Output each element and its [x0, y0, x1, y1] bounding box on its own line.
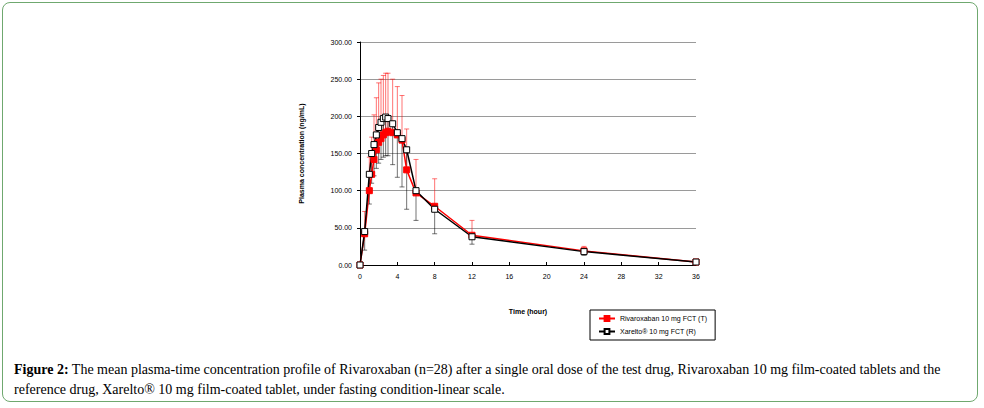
svg-text:Rivaroxaban 10 mg FCT (T): Rivaroxaban 10 mg FCT (T) — [620, 315, 707, 323]
svg-text:8: 8 — [433, 273, 437, 280]
svg-text:150.00: 150.00 — [331, 150, 353, 157]
svg-text:20: 20 — [543, 273, 551, 280]
svg-text:Xarelto® 10 mg FCT (R): Xarelto® 10 mg FCT (R) — [620, 328, 696, 336]
html-text:Figure 2: The mean plasma-time: Figure 2: The mean plasma-time concentra… — [14, 362, 941, 397]
svg-text:36: 36 — [692, 273, 700, 280]
svg-text:Plasma concentration (ng/mL): Plasma concentration (ng/mL) — [298, 103, 306, 203]
svg-text:200.00: 200.00 — [331, 113, 353, 120]
svg-text:50.00: 50.00 — [334, 224, 352, 231]
svg-text:28: 28 — [617, 273, 625, 280]
svg-text:32: 32 — [655, 273, 663, 280]
svg-text:4: 4 — [395, 273, 399, 280]
svg-text:16: 16 — [505, 273, 513, 280]
svg-text:24: 24 — [580, 273, 588, 280]
svg-text:Time (hour): Time (hour) — [509, 308, 547, 316]
svg-text:12: 12 — [468, 273, 476, 280]
svg-text:0: 0 — [358, 273, 362, 280]
svg-text:300.00: 300.00 — [331, 39, 353, 46]
svg-text:250.00: 250.00 — [331, 76, 353, 83]
svg-text:0.00: 0.00 — [338, 262, 352, 269]
svg-text:100.00: 100.00 — [331, 187, 353, 194]
